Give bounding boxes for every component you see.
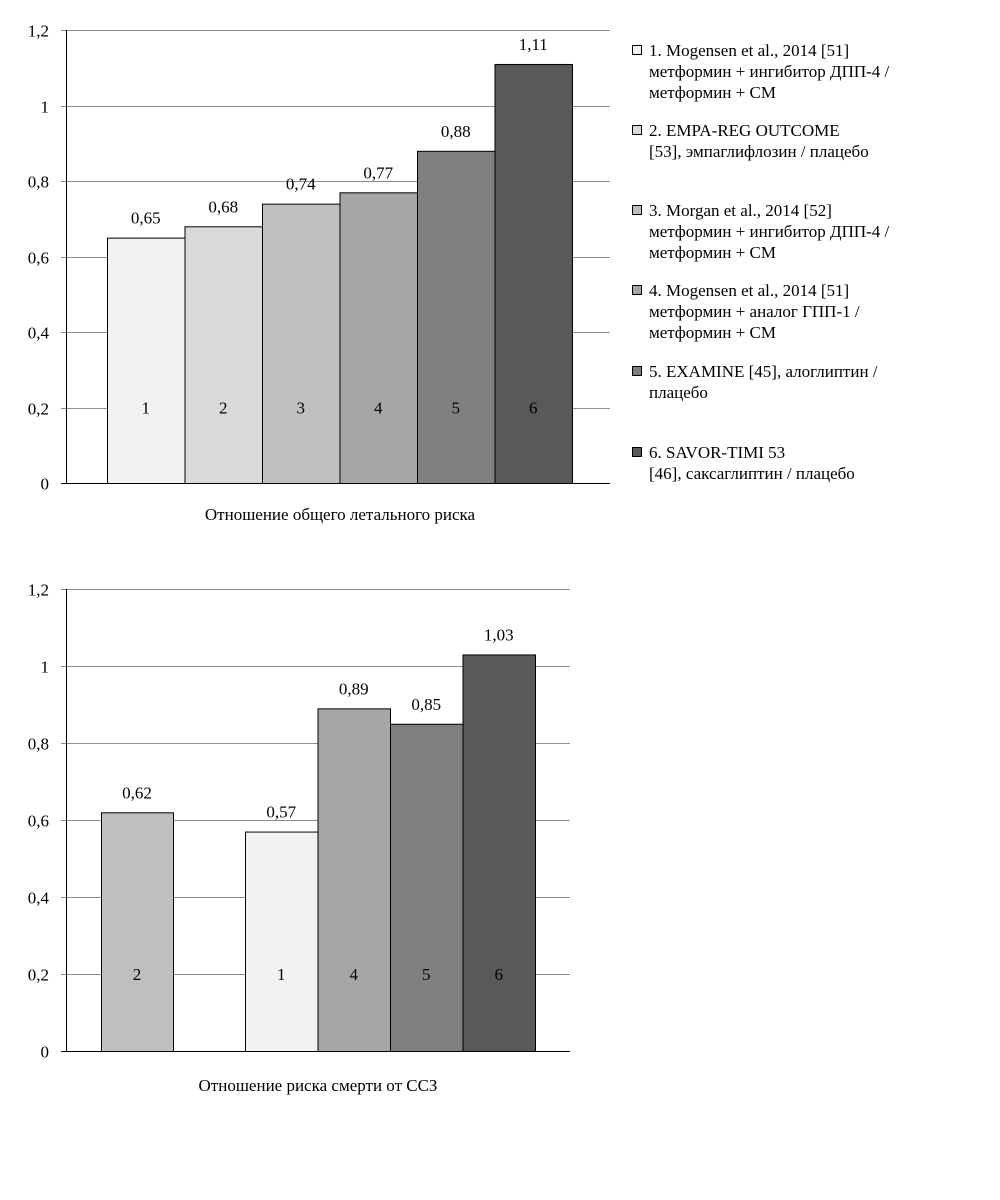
c1-y-tick-label: 0	[41, 475, 50, 494]
c1-y-tick-label: 1,2	[28, 22, 49, 41]
c1-bar-4	[339, 192, 418, 484]
c2-bar-5	[390, 723, 464, 1052]
chart2-bars	[101, 654, 536, 1052]
legend-label: 1. Mogensen et al., 2014 [51] метформин …	[649, 41, 890, 102]
c1-y-tick-label: 1	[41, 98, 50, 117]
c1-category-label-4: 4	[374, 399, 383, 418]
c2-y-tick-label: 0,4	[28, 889, 50, 908]
c2-y-tick-label: 1,2	[28, 581, 49, 600]
c1-value-label-1: 0,65	[131, 209, 161, 228]
legend-label: 3. Morgan et al., 2014 [52] метформин + …	[649, 201, 890, 262]
c2-value-label-2: 0,62	[122, 783, 152, 802]
c2-bar-6	[462, 654, 536, 1052]
legend-swatch	[632, 205, 642, 215]
c2-category-label-1: 1	[277, 965, 286, 984]
c2-value-label-5: 0,85	[411, 695, 441, 714]
c2-y-tick-label: 1	[41, 658, 50, 677]
c1-category-label-2: 2	[219, 399, 228, 418]
chart1-bars	[107, 63, 573, 485]
c2-category-label-2: 2	[133, 965, 142, 984]
c1-category-label-6: 6	[529, 399, 538, 418]
c1-value-label-3: 0,74	[286, 175, 316, 194]
legend-swatch	[632, 125, 642, 135]
legend-swatch	[632, 285, 642, 295]
c1-value-label-2: 0,68	[208, 197, 238, 216]
legend-swatch	[632, 447, 642, 457]
legend-label: 4. Mogensen et al., 2014 [51] метформин …	[649, 281, 860, 342]
legend-swatch	[632, 366, 642, 376]
c1-bar-6	[494, 63, 573, 484]
c1-category-label-3: 3	[297, 399, 306, 418]
c1-y-tick-label: 0,6	[28, 249, 49, 268]
legend-label: 2. EMPA-REG OUTCOME [53], эмпаглифлозин …	[649, 121, 869, 161]
c1-bar-2	[184, 226, 263, 485]
chart1-x-axis-title: Отношение общего летального риска	[205, 505, 476, 524]
c1-bar-3	[262, 203, 341, 484]
c2-bar-2	[101, 812, 174, 1052]
c2-value-label-4: 0,89	[339, 679, 369, 698]
c1-value-label-4: 0,77	[363, 163, 393, 182]
c1-y-tick-label: 0,4	[28, 324, 50, 343]
chart2-x-axis-title: Отношение риска смерти от ССЗ	[199, 1076, 438, 1095]
c1-y-tick-label: 0,2	[28, 400, 49, 419]
chart-total-mortality: 00,20,40,60,811,2 0,6510,6820,7430,7740,…	[28, 22, 610, 524]
c2-category-label-5: 5	[422, 965, 431, 984]
c2-y-tick-label: 0,8	[28, 735, 49, 754]
c1-category-label-5: 5	[452, 399, 461, 418]
chart2-y-ticks: 0 0,2 0,4 0,6 0,8 1 1,2	[28, 581, 50, 1062]
legend-label: 5. EXAMINE [45], алоглиптин / плацебо	[649, 362, 878, 402]
c1-bar-1	[107, 237, 186, 484]
c2-value-label-1: 0,57	[266, 803, 296, 822]
c2-bar-4	[317, 708, 391, 1052]
chart2-labels: 0,62 2 0,57 1 0,89 4 0,85 5 1,03 6	[122, 625, 514, 984]
chart1-labels: 0,65 1 0,68 2 0,74 3 0,77 4 0,88 5 1,11 6	[131, 35, 548, 418]
c2-category-label-6: 6	[495, 965, 504, 984]
c2-y-tick-label: 0	[41, 1043, 50, 1062]
legend-swatch	[632, 45, 642, 55]
c1-category-label-1: 1	[142, 399, 151, 418]
c2-y-tick-label: 0,2	[28, 966, 49, 985]
c1-value-label-5: 0,88	[441, 122, 471, 141]
chart1-y-ticks: 0 0,2 0,4 0,6 0,8 1 1,2	[28, 22, 50, 494]
c2-y-tick-label: 0,6	[28, 812, 49, 831]
c2-category-label-4: 4	[350, 965, 359, 984]
c2-value-label-6: 1,03	[484, 625, 514, 644]
legend-label: 6. SAVOR-TIMI 53 [46], саксаглиптин / пл…	[649, 443, 855, 483]
c1-y-tick-label: 0,8	[28, 173, 49, 192]
c1-bar-5	[417, 150, 496, 485]
c2-bar-1	[245, 831, 319, 1052]
chart-cvd-mortality: 0 0,2 0,4 0,6 0,8 1 1,2 0,62 2 0,57 1 0,89 4 0,85 5 1,…	[28, 581, 570, 1095]
c1-value-label-6: 1,11	[519, 35, 548, 54]
